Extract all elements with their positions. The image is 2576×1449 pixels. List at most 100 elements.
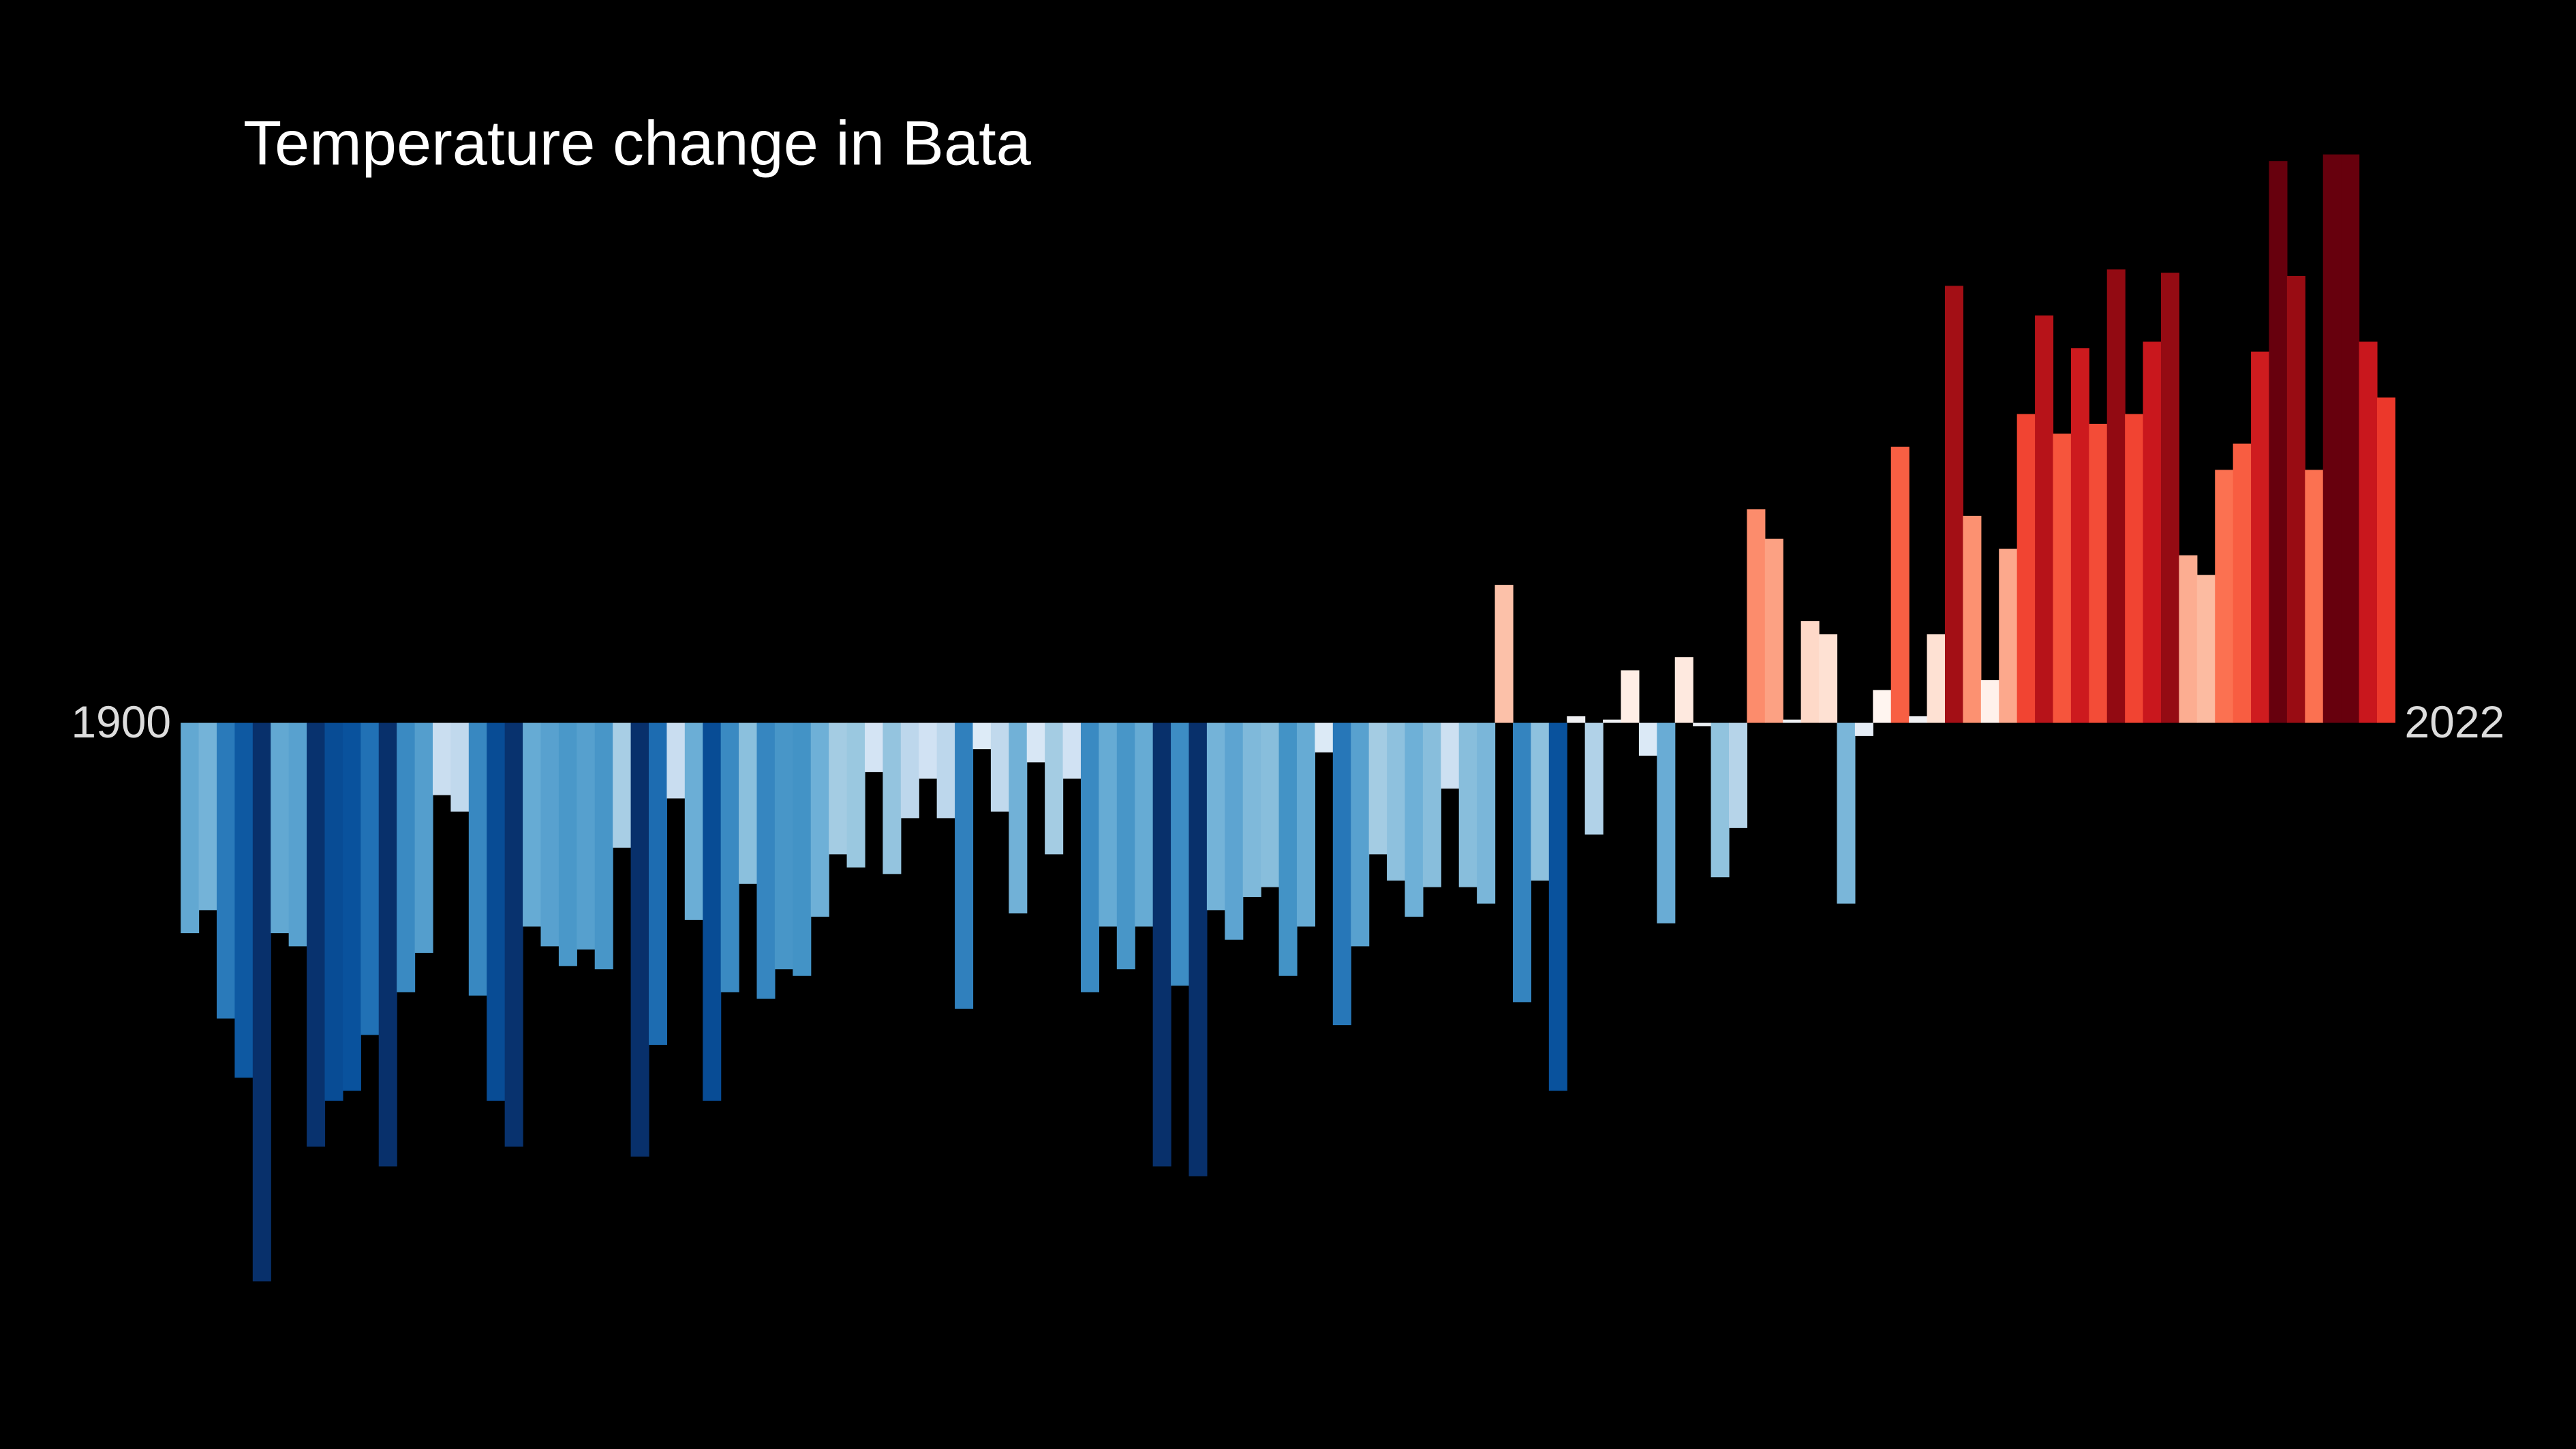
bar [1711, 722, 1730, 878]
bar [181, 722, 200, 934]
bar [1458, 722, 1477, 887]
bar [630, 722, 649, 1157]
bar [1531, 722, 1550, 881]
bar [720, 722, 739, 992]
bar [2233, 443, 2252, 723]
bar [2269, 161, 2288, 723]
bar [1999, 549, 2018, 723]
bar [810, 722, 829, 917]
bar [1189, 722, 1208, 1176]
bar [900, 722, 919, 819]
bar [739, 722, 758, 884]
bar [864, 722, 884, 772]
bar [1278, 722, 1298, 976]
bar [1764, 538, 1783, 723]
bar [1674, 657, 1693, 723]
bar [523, 722, 542, 927]
bar [1225, 722, 1244, 940]
bar [1567, 716, 1586, 723]
bar [216, 722, 235, 1019]
bar [1045, 722, 1064, 855]
bar [1512, 722, 1532, 1003]
bar [955, 722, 974, 1009]
bar [2035, 315, 2054, 723]
bar [1332, 722, 1351, 1026]
bar [1315, 722, 1334, 752]
bar [2286, 275, 2305, 723]
bar [2359, 341, 2378, 723]
bar [2305, 470, 2324, 723]
bar [307, 722, 326, 1147]
x-tick-label: 1900 [71, 697, 171, 747]
bar [540, 722, 559, 947]
bar [1800, 621, 1820, 723]
bar [1387, 722, 1406, 881]
bar [990, 722, 1009, 812]
bar [1099, 722, 1118, 927]
bar [1638, 722, 1657, 756]
bar [793, 722, 812, 976]
bar [397, 722, 416, 992]
bar [2017, 414, 2036, 723]
bar [2322, 154, 2342, 723]
bar [936, 722, 955, 819]
bar [594, 722, 613, 970]
bar [1405, 722, 1424, 917]
bar [1944, 286, 1964, 723]
bar [2160, 273, 2180, 723]
bar [2053, 433, 2072, 723]
bar [2341, 154, 2360, 723]
bar [1261, 722, 1280, 887]
bar [1441, 722, 1460, 789]
bar [1747, 509, 1766, 723]
bar [1890, 446, 1910, 723]
bar [1494, 585, 1514, 723]
bar [703, 722, 722, 1101]
bar [2215, 470, 2234, 723]
bar [1351, 722, 1370, 947]
bar [234, 722, 254, 1078]
bar [361, 722, 380, 1035]
bar [666, 722, 686, 799]
bar [919, 722, 938, 779]
bar [1062, 722, 1082, 779]
bar [271, 722, 290, 934]
bar [684, 722, 703, 920]
bar [2070, 348, 2089, 723]
bar [1909, 716, 1928, 723]
bar [1422, 722, 1441, 887]
bar [2196, 575, 2215, 723]
bar [1152, 722, 1171, 1167]
bar [972, 722, 992, 750]
bar [1603, 719, 1622, 723]
bar [1080, 722, 1100, 992]
bar [2376, 397, 2396, 723]
bar [1009, 722, 1028, 914]
bar [2089, 423, 2108, 723]
bar [378, 722, 397, 1167]
bar [198, 722, 217, 911]
bar [1963, 515, 1982, 723]
bar [1783, 719, 1802, 723]
bar [1206, 722, 1225, 911]
bar [1621, 670, 1640, 723]
bar [487, 722, 506, 1101]
bar [756, 722, 776, 999]
bar [883, 722, 902, 874]
bar [450, 722, 470, 812]
bar [1242, 722, 1261, 898]
bar [1728, 722, 1748, 828]
bar [288, 722, 307, 947]
bar [504, 722, 523, 1147]
bar [1693, 722, 1712, 727]
bar [1819, 634, 1838, 723]
bar [1584, 722, 1604, 835]
bar [342, 722, 361, 1091]
bar [1477, 722, 1496, 904]
bar [1296, 722, 1316, 927]
bar [2251, 351, 2270, 723]
bar [846, 722, 865, 868]
bar [1116, 722, 1135, 970]
